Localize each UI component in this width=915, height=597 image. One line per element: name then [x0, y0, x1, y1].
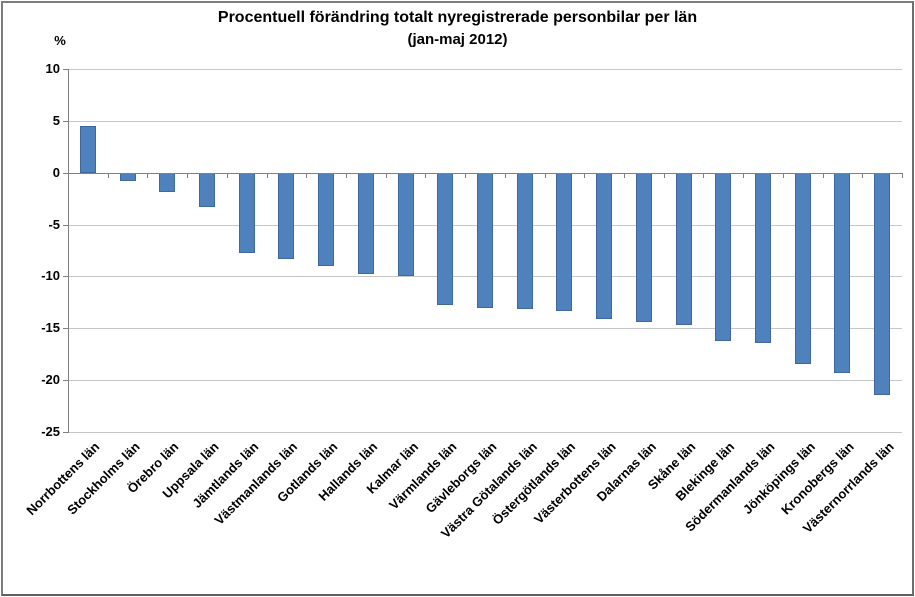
bar-Jönköpings län — [795, 173, 811, 364]
bar-Skåne län — [676, 173, 692, 325]
bar-Stockholms län — [120, 173, 136, 181]
bar-Västra Götalands län — [517, 173, 533, 309]
bar-Norrbottens län — [80, 126, 96, 173]
bar-Västerbottens län — [596, 173, 612, 319]
chart-subtitle: (jan-maj 2012) — [407, 31, 508, 48]
x-axis-tick — [545, 173, 546, 178]
bar-Kronobergs län — [834, 173, 850, 373]
x-axis-tick — [386, 173, 387, 178]
y-tick-label: -5 — [48, 217, 60, 232]
x-axis-tick — [147, 173, 148, 178]
bar-Dalarnas län — [636, 173, 652, 322]
y-axis-tick — [63, 380, 68, 381]
category-label-Gävleborgs län: Gävleborgs län — [422, 439, 500, 517]
category-label-Värmlands län: Värmlands län — [386, 439, 460, 513]
bar-Blekinge län — [715, 173, 731, 341]
x-axis-tick — [465, 173, 466, 178]
bar-Södermanlands län — [755, 173, 771, 343]
x-axis-tick — [425, 173, 426, 178]
bar-Västmanlands län — [278, 173, 294, 259]
x-axis-tick — [823, 173, 824, 178]
bar-Jämtlands län — [239, 173, 255, 253]
y-axis-unit-label: % — [54, 33, 66, 48]
gridline-10 — [68, 69, 902, 70]
x-axis-tick — [862, 173, 863, 178]
y-axis-line — [68, 69, 69, 433]
bar-Värmlands län — [437, 173, 453, 305]
y-tick-label: 5 — [52, 113, 60, 128]
y-tick-label: -25 — [41, 424, 60, 439]
x-axis-tick — [783, 173, 784, 178]
x-axis-tick — [624, 173, 625, 178]
gridline--20 — [68, 380, 902, 381]
y-tick-label: -20 — [41, 372, 60, 387]
gridline--15 — [68, 328, 902, 329]
x-axis-tick — [584, 173, 585, 178]
y-axis-tick — [63, 328, 68, 329]
bar-Kalmar län — [398, 173, 414, 276]
bar-Gävleborgs län — [477, 173, 493, 308]
x-axis-tick — [227, 173, 228, 178]
y-tick-label: 10 — [45, 61, 60, 76]
y-tick-label: -10 — [41, 268, 60, 283]
bar-Västernorrlands län — [874, 173, 890, 395]
x-axis-tick — [108, 173, 109, 178]
x-axis-tick — [703, 173, 704, 178]
x-axis-tick — [306, 173, 307, 178]
y-axis-tick — [63, 121, 68, 122]
x-axis-tick — [267, 173, 268, 178]
y-tick-label: -15 — [41, 320, 60, 335]
x-axis-tick — [505, 173, 506, 178]
y-axis-tick — [63, 69, 68, 70]
gridline--25 — [68, 432, 902, 433]
x-axis-tick — [187, 173, 188, 178]
gridline-5 — [68, 121, 902, 122]
y-tick-label: 0 — [52, 165, 60, 180]
y-axis-tick — [63, 432, 68, 433]
x-axis-tick — [664, 173, 665, 178]
x-axis-tick — [346, 173, 347, 178]
x-axis-tick — [902, 173, 903, 178]
category-label-Kronobergs län: Kronobergs län — [778, 439, 857, 518]
x-axis-tick — [743, 173, 744, 178]
y-axis-tick — [63, 173, 68, 174]
bar-Örebro län — [159, 173, 175, 192]
bar-Östergötlands län — [556, 173, 572, 311]
bar-Uppsala län — [199, 173, 215, 207]
y-axis-tick — [63, 276, 68, 277]
bar-Gotlands län — [318, 173, 334, 266]
chart-title: Procentuell förändring totalt nyregistre… — [217, 9, 698, 26]
x-axis-zero-line — [68, 173, 902, 174]
y-axis-tick — [63, 225, 68, 226]
bar-Hallands län — [358, 173, 374, 274]
